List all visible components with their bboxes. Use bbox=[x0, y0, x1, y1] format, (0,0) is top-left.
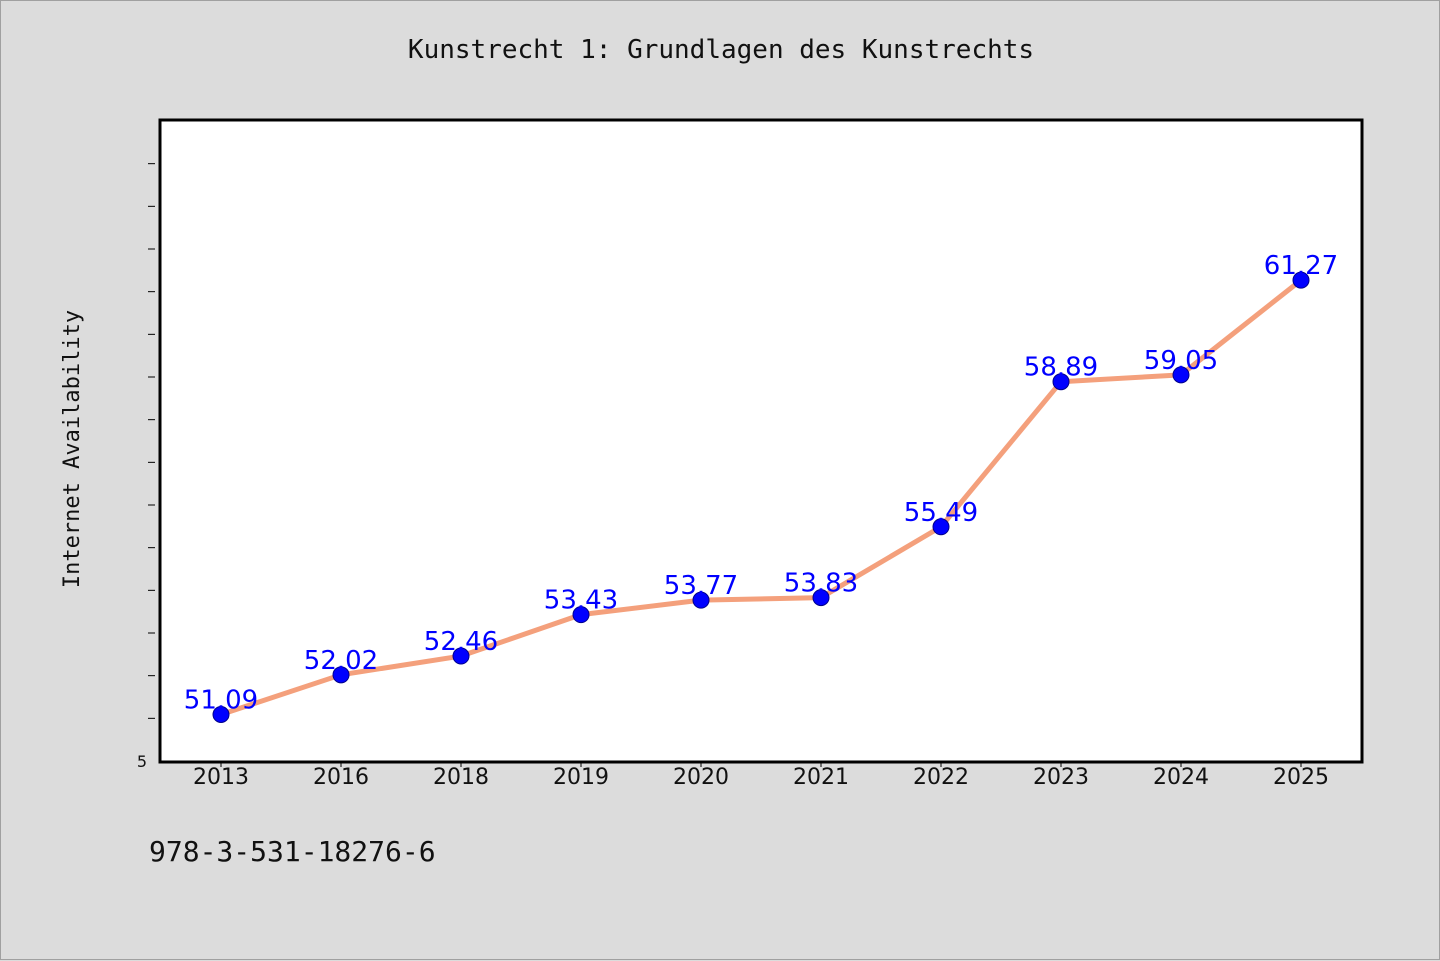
chart-title: Kunstrecht 1: Grundlagen des Kunstrechts bbox=[407, 35, 1035, 65]
markers-group bbox=[212, 271, 1310, 723]
data-label: 53.77 bbox=[664, 571, 738, 601]
x-tick-label: 2021 bbox=[793, 765, 849, 790]
x-tick-label: 2016 bbox=[313, 765, 369, 790]
isbn-code: 978-3-531-18276-6 bbox=[149, 835, 436, 868]
x-tick-label: 2019 bbox=[553, 765, 609, 790]
data-label: 51.09 bbox=[184, 685, 258, 715]
data-point bbox=[1292, 271, 1310, 289]
data-point bbox=[332, 666, 350, 684]
data-point bbox=[452, 647, 470, 665]
data-point bbox=[212, 705, 230, 723]
data-label: 52.02 bbox=[304, 646, 378, 676]
data-labels-group: 51.09 52.02 52.46 53.43 53.77 53.83 55.49 58.89… bbox=[184, 251, 1338, 715]
series-line bbox=[218, 277, 1304, 717]
data-point bbox=[812, 589, 830, 607]
data-label: 61.27 bbox=[1264, 251, 1338, 281]
x-tick-label: 2024 bbox=[1153, 765, 1209, 790]
data-point bbox=[1052, 373, 1070, 391]
data-point bbox=[1172, 366, 1190, 384]
x-tick-label: 2020 bbox=[673, 765, 729, 790]
data-point bbox=[692, 591, 710, 609]
x-tick-label: 2023 bbox=[1033, 765, 1089, 790]
y-tick-label: 5 bbox=[137, 752, 147, 771]
data-point bbox=[572, 606, 590, 624]
data-label: 59.05 bbox=[1144, 346, 1218, 376]
data-point bbox=[932, 518, 950, 536]
series-line-group bbox=[218, 277, 1304, 717]
x-tick-label: 2022 bbox=[913, 765, 969, 790]
x-tick-label: 2018 bbox=[433, 765, 489, 790]
x-tick-label: 2013 bbox=[193, 765, 249, 790]
data-label: 52.46 bbox=[424, 627, 498, 657]
data-label: 58.89 bbox=[1024, 353, 1098, 383]
y-axis-label: Internet Availability bbox=[60, 310, 85, 588]
data-label: 53.83 bbox=[784, 569, 858, 599]
x-tick-label: 2025 bbox=[1273, 765, 1329, 790]
y-axis-ticks: 5 bbox=[137, 163, 155, 771]
x-axis-ticks: 2013 2016 2018 2019 2020 2021 2022 2023 2024 2025 bbox=[193, 761, 1329, 790]
plot-area bbox=[158, 118, 1364, 764]
data-label: 55.49 bbox=[904, 498, 978, 528]
data-label: 53.43 bbox=[544, 586, 618, 616]
